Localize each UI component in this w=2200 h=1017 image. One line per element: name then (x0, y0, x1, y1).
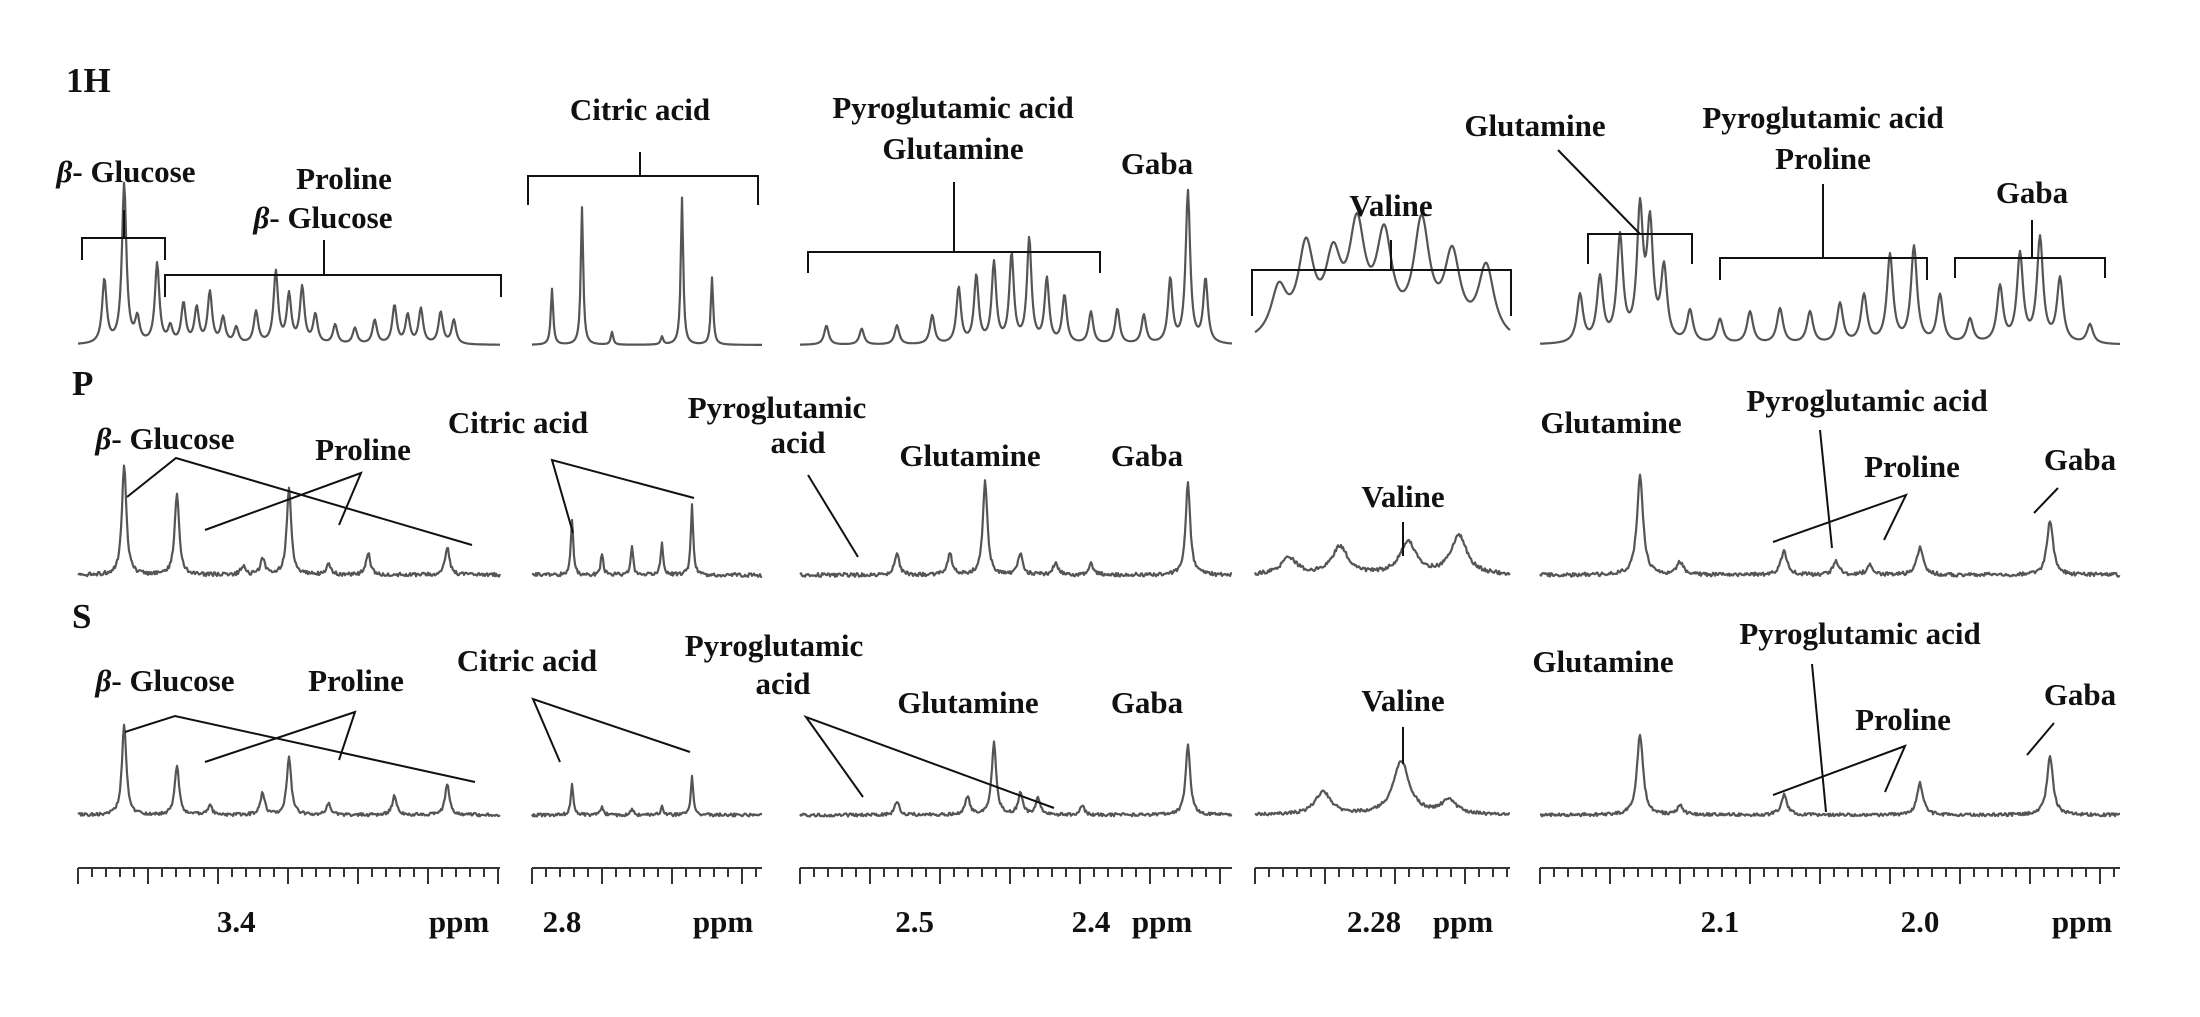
label-pyroglutamic-acid: Pyroglutamic acid (1746, 383, 1987, 418)
leader-pyroglutamic (1811, 663, 1827, 813)
spectrum-s-panel-3 (799, 740, 1233, 818)
label-gaba: Gaba (1996, 175, 2069, 210)
label-proline: Proline (308, 663, 404, 698)
label-beta-glucose: β- Glucose (55, 154, 195, 189)
spectrum-p-panel-1 (77, 464, 502, 578)
label-glutamine: Glutamine (882, 131, 1023, 166)
label-citric-acid: Citric acid (570, 92, 710, 127)
leader-proline (1772, 744, 1907, 796)
unit-label: ppm (2052, 904, 2112, 939)
label-glutamine: Glutamine (899, 438, 1040, 473)
leader-glutamine (1557, 149, 1641, 235)
spectrum-1h-panel-5 (1539, 196, 2121, 346)
label-proline: Proline (1855, 702, 1951, 737)
bracket-pyroglutamic-glutamine (807, 251, 1101, 273)
leader-proline (1772, 493, 1908, 543)
row-label-p: P (72, 364, 93, 403)
tick-label: 3.4 (217, 904, 256, 939)
bracket-valine (1251, 269, 1512, 316)
tick-label: 2.1 (1701, 904, 1740, 939)
row-label-s: S (72, 597, 91, 636)
leader-proline (204, 471, 363, 531)
bracket-pyroglutamic-proline (1719, 257, 1928, 280)
tick-label: 2.5 (895, 904, 934, 939)
spectrum-p-panel-4 (1253, 533, 1511, 576)
label-glutamine: Glutamine (1540, 405, 1681, 440)
bracket-citric-acid (527, 175, 759, 205)
unit-label: ppm (429, 904, 489, 939)
unit-label: ppm (693, 904, 753, 939)
label-pyroglutamic-acid: Pyroglutamic acid (832, 90, 1073, 125)
tick-label: 2.28 (1347, 904, 1401, 939)
leader-beta-glucose (126, 456, 473, 546)
label-valine: Valine (1361, 479, 1444, 514)
leader-citric-acid (550, 458, 695, 534)
label-pyroglutamic-acid: Pyroglutamic acid (1739, 616, 1980, 651)
spectrum-p-panel-5 (1539, 473, 2121, 578)
leader-beta-glucose (124, 714, 476, 783)
spectrum-s-panel-2 (531, 774, 763, 818)
spectrum-s-panel-4 (1254, 760, 1511, 817)
leader-gaba (2026, 722, 2055, 756)
label-pyroglutamic-acid: Pyroglutamic acid (1702, 100, 1943, 135)
label-beta-glucose: β- Glucose (94, 663, 234, 698)
label-pyroglutamic-line1: Pyroglutamic (685, 628, 864, 663)
spectrum-p-panel-3 (799, 479, 1233, 578)
spectrum-1h-panel-3 (799, 188, 1233, 346)
label-gaba: Gaba (2044, 442, 2117, 477)
unit-label: ppm (1433, 904, 1493, 939)
label-pyroglutamic-line2: acid (770, 425, 825, 460)
label-glutamine: Glutamine (1532, 644, 1673, 679)
label-proline: Proline (296, 161, 392, 196)
label-valine: Valine (1349, 188, 1432, 223)
bracket-proline-glucose (164, 274, 502, 297)
spectrum-1h-panel-4 (1254, 212, 1511, 334)
row-label-1h: 1H (66, 61, 111, 100)
label-pyroglutamic-line2: acid (755, 666, 810, 701)
label-beta-glucose-2: β- Glucose (252, 200, 392, 235)
label-gaba: Gaba (1111, 685, 1184, 720)
bracket-glutamine (1587, 233, 1693, 264)
label-gaba: Gaba (1111, 438, 1184, 473)
spectrum-p-panel-2 (531, 503, 763, 578)
label-glutamine: Glutamine (897, 685, 1038, 720)
tick-label: 2.0 (1901, 904, 1940, 939)
label-pyroglutamic-line1: Pyroglutamic (688, 390, 867, 425)
bracket-beta-glucose (81, 237, 166, 260)
unit-label: ppm (1132, 904, 1192, 939)
spectrum-s-panel-1 (77, 723, 501, 818)
label-beta-glucose: β- Glucose (94, 421, 234, 456)
label-citric-acid: Citric acid (448, 405, 588, 440)
leader-pyroglutamic (807, 474, 859, 558)
spectrum-s-panel-5 (1539, 733, 2121, 818)
leader-pyroglutamic (1819, 429, 1833, 549)
label-valine: Valine (1361, 683, 1444, 718)
label-proline: Proline (1775, 141, 1871, 176)
leader-proline (204, 710, 357, 763)
tick-label: 2.4 (1072, 904, 1111, 939)
label-citric-acid: Citric acid (457, 643, 597, 678)
label-glutamine: Glutamine (1464, 108, 1605, 143)
spectrum-1h-panel-1 (77, 181, 501, 346)
label-proline: Proline (1864, 449, 1960, 484)
label-proline: Proline (315, 432, 411, 467)
label-gaba: Gaba (2044, 677, 2117, 712)
spectrum-1h-panel-2 (531, 196, 763, 346)
leader-citric-acid (531, 697, 691, 763)
leader-pyroglutamic (803, 714, 1055, 809)
tick-label: 2.8 (543, 904, 582, 939)
bracket-gaba (1954, 257, 2106, 278)
label-gaba: Gaba (1121, 146, 1194, 181)
leader-gaba (2033, 487, 2059, 514)
